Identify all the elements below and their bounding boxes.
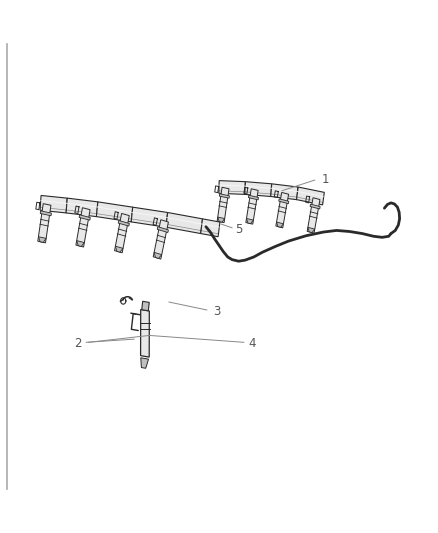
Polygon shape	[279, 199, 289, 204]
Polygon shape	[201, 219, 220, 237]
Polygon shape	[38, 204, 51, 243]
Polygon shape	[131, 207, 167, 227]
Polygon shape	[271, 184, 298, 200]
Polygon shape	[246, 189, 258, 224]
Text: 3: 3	[213, 305, 220, 318]
Polygon shape	[40, 196, 67, 213]
Polygon shape	[218, 217, 225, 222]
Polygon shape	[118, 221, 129, 226]
Polygon shape	[115, 246, 123, 252]
Polygon shape	[308, 227, 315, 232]
Polygon shape	[66, 198, 98, 216]
Polygon shape	[307, 198, 320, 233]
Polygon shape	[245, 182, 272, 197]
Polygon shape	[157, 227, 168, 232]
Polygon shape	[153, 220, 168, 259]
Polygon shape	[79, 215, 90, 220]
Polygon shape	[115, 213, 129, 253]
Polygon shape	[297, 187, 324, 205]
Polygon shape	[141, 310, 149, 357]
Text: 5: 5	[235, 223, 242, 236]
Polygon shape	[96, 202, 133, 222]
Polygon shape	[39, 237, 46, 243]
Polygon shape	[40, 211, 51, 216]
Polygon shape	[310, 204, 320, 209]
Text: 4: 4	[248, 337, 255, 350]
Polygon shape	[141, 358, 148, 368]
Polygon shape	[219, 194, 230, 198]
Polygon shape	[248, 195, 258, 200]
Text: 2: 2	[74, 337, 81, 350]
Polygon shape	[76, 208, 90, 247]
Polygon shape	[166, 213, 202, 233]
Polygon shape	[217, 187, 229, 223]
Polygon shape	[77, 240, 85, 246]
Polygon shape	[247, 219, 254, 224]
Polygon shape	[276, 222, 283, 227]
Text: 1: 1	[322, 173, 329, 185]
Polygon shape	[219, 181, 245, 195]
Polygon shape	[142, 301, 149, 311]
Polygon shape	[276, 192, 289, 228]
Polygon shape	[154, 252, 162, 259]
